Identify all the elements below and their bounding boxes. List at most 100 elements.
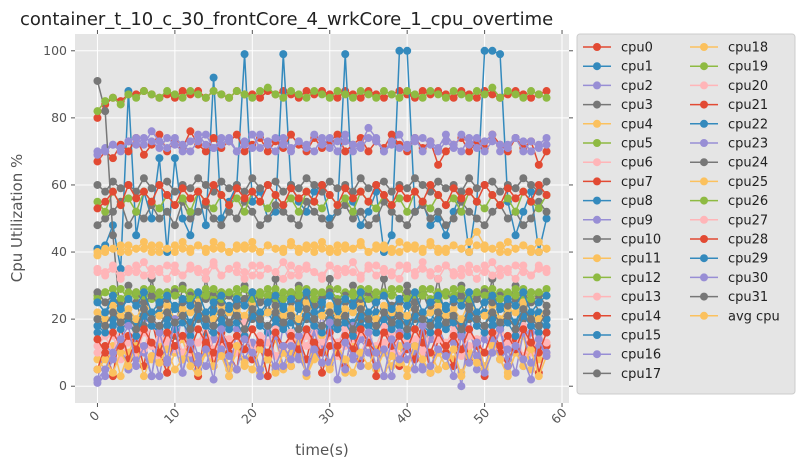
data-point	[310, 315, 319, 324]
data-point	[139, 258, 148, 267]
data-point	[503, 237, 512, 246]
data-point	[287, 331, 296, 340]
data-point	[318, 368, 326, 377]
data-point	[209, 144, 218, 153]
data-point	[302, 305, 311, 314]
data-point	[465, 305, 474, 314]
data-point	[418, 87, 427, 96]
data-point	[287, 184, 296, 193]
data-point	[325, 365, 334, 374]
data-point	[341, 305, 350, 314]
data-point	[457, 315, 466, 324]
data-point	[232, 87, 241, 96]
data-point	[256, 338, 265, 347]
data-point	[101, 207, 110, 216]
data-point	[527, 358, 536, 367]
data-point	[256, 144, 265, 153]
data-point	[418, 197, 427, 206]
data-point	[271, 191, 280, 200]
data-point	[101, 197, 110, 206]
y-axis-label: Cpu Utilization %	[8, 154, 26, 282]
data-point	[348, 194, 357, 203]
data-point	[534, 204, 543, 213]
data-point	[279, 288, 288, 297]
series-cpu23	[93, 130, 551, 159]
data-point	[248, 305, 257, 314]
data-point	[271, 274, 280, 283]
data-point	[263, 180, 272, 189]
legend-item: cpu12	[583, 271, 661, 286]
legend-label: cpu12	[621, 271, 661, 286]
data-point	[178, 140, 187, 149]
data-point	[256, 321, 265, 330]
data-point	[279, 133, 288, 142]
data-point	[325, 133, 334, 142]
data-point	[527, 321, 536, 330]
data-point	[248, 93, 257, 102]
legend-item: cpu10	[583, 233, 661, 248]
data-point	[294, 271, 303, 280]
data-point	[348, 301, 357, 310]
data-point	[271, 291, 280, 300]
legend-label: cpu13	[621, 290, 661, 305]
data-point	[163, 261, 172, 270]
data-point	[124, 147, 133, 156]
data-point	[256, 308, 265, 317]
data-point	[93, 113, 102, 122]
data-point	[232, 331, 241, 340]
data-point	[441, 352, 450, 361]
data-point	[418, 355, 427, 364]
data-point	[457, 271, 466, 280]
data-point	[511, 331, 520, 340]
data-point	[108, 187, 117, 196]
data-point	[217, 133, 226, 142]
data-point	[155, 248, 164, 257]
data-point	[457, 264, 466, 273]
data-point	[124, 180, 133, 189]
data-point	[147, 284, 156, 293]
data-point	[449, 345, 458, 354]
legend-item: cpu31	[690, 290, 768, 305]
data-point	[155, 241, 164, 250]
legend-item: cpu30	[690, 271, 768, 286]
data-point	[457, 207, 466, 216]
data-point	[403, 241, 412, 250]
legend-item: cpu9	[583, 213, 653, 228]
data-point	[341, 137, 350, 146]
data-point	[93, 221, 102, 230]
data-point	[302, 197, 311, 206]
data-point	[341, 184, 350, 193]
data-point	[256, 248, 265, 257]
data-point	[132, 261, 141, 270]
data-point	[511, 291, 520, 300]
data-point	[472, 214, 481, 223]
legend-label: cpu4	[621, 117, 653, 132]
data-point	[480, 244, 489, 253]
data-point	[534, 160, 543, 169]
data-point	[256, 261, 265, 270]
data-point	[93, 335, 102, 344]
data-point	[170, 365, 179, 374]
data-point	[170, 291, 179, 300]
data-point	[294, 90, 303, 99]
data-point	[441, 288, 450, 297]
data-point	[240, 187, 249, 196]
data-point	[116, 144, 125, 153]
data-point	[178, 368, 187, 377]
data-point	[333, 271, 342, 280]
data-point	[318, 321, 326, 330]
data-point	[379, 345, 388, 354]
data-point	[108, 177, 117, 186]
data-point	[163, 328, 172, 337]
data-point	[310, 321, 319, 330]
data-point	[225, 305, 234, 314]
data-point	[379, 177, 388, 186]
data-point	[441, 130, 450, 139]
data-point	[139, 305, 148, 314]
data-point	[124, 248, 133, 257]
data-point	[279, 93, 288, 102]
data-point	[271, 244, 280, 253]
data-point	[519, 298, 528, 307]
data-point	[225, 325, 234, 334]
